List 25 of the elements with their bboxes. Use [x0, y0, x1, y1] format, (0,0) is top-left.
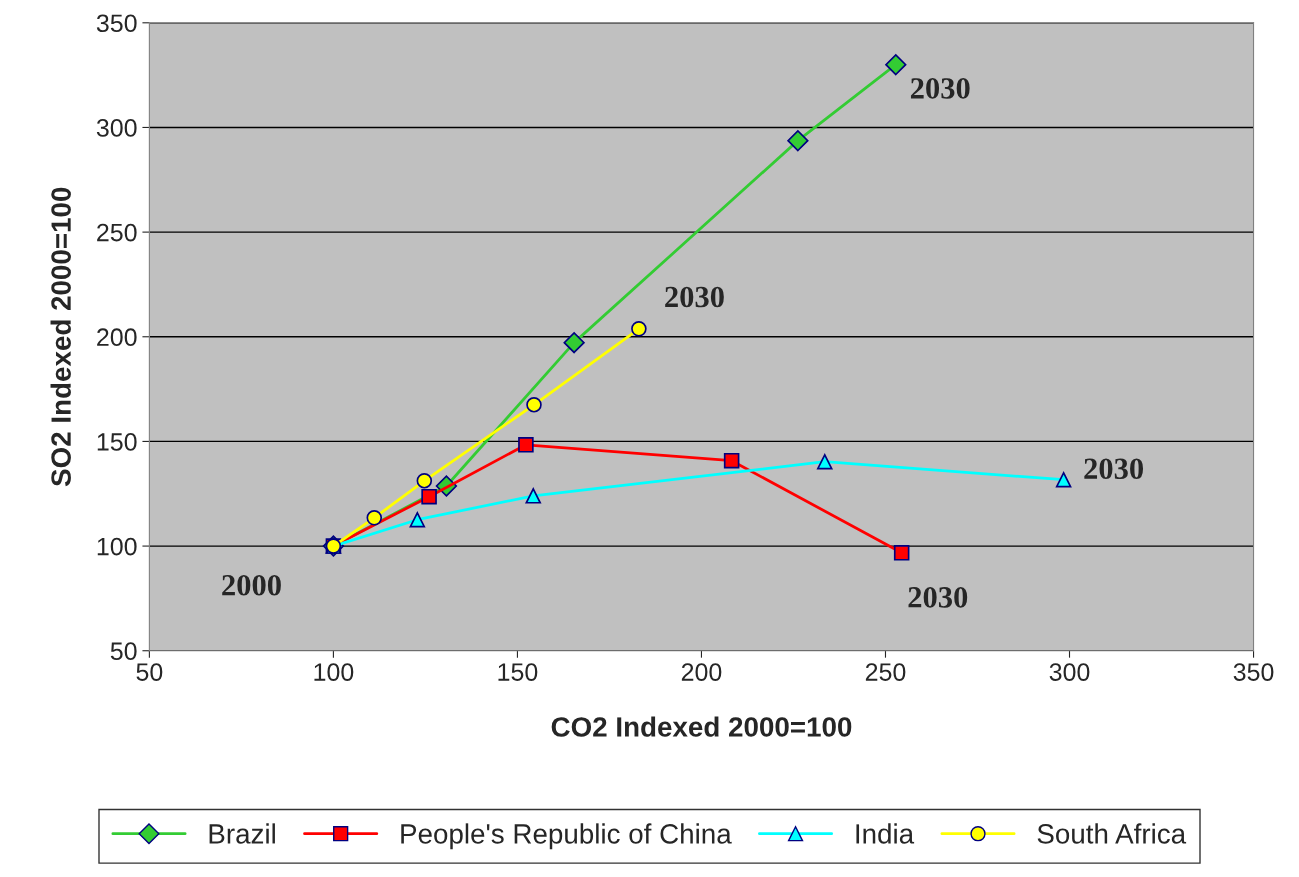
x-tick-label: 300	[1049, 663, 1090, 681]
annotation: 2030	[1084, 458, 1144, 480]
x-axis-title: CO2 Indexed 2000=100	[551, 716, 852, 737]
annotation: 2000	[222, 574, 281, 596]
annotation: 2030	[665, 286, 724, 308]
x-tick-label: 250	[865, 663, 906, 681]
x-tick-label: 200	[681, 663, 722, 681]
x-tick-label: 100	[314, 663, 354, 681]
y-tick-label: 350	[96, 14, 137, 33]
legend-label: South Africa	[1037, 823, 1187, 844]
x-tick-label: 50	[136, 663, 163, 681]
y-tick-label: 250	[97, 223, 137, 242]
x-tick-label: 350	[1233, 663, 1274, 681]
y-axis-title: SO2 Indexed 2000=100	[50, 187, 71, 487]
legend-label: People's Republic of China	[401, 823, 732, 850]
y-tick-label: 100	[97, 537, 137, 556]
legend-label: Brazil	[209, 823, 275, 844]
x-tick-label: 150	[498, 663, 538, 681]
y-tick-label: 150	[97, 433, 137, 451]
legend-label: India	[856, 823, 915, 844]
annotation: 2030	[908, 587, 968, 608]
annotation: 2030	[910, 78, 970, 99]
y-tick-label: 200	[97, 328, 137, 347]
y-tick-label: 300	[96, 119, 137, 137]
y-tick-label: 50	[110, 642, 137, 661]
